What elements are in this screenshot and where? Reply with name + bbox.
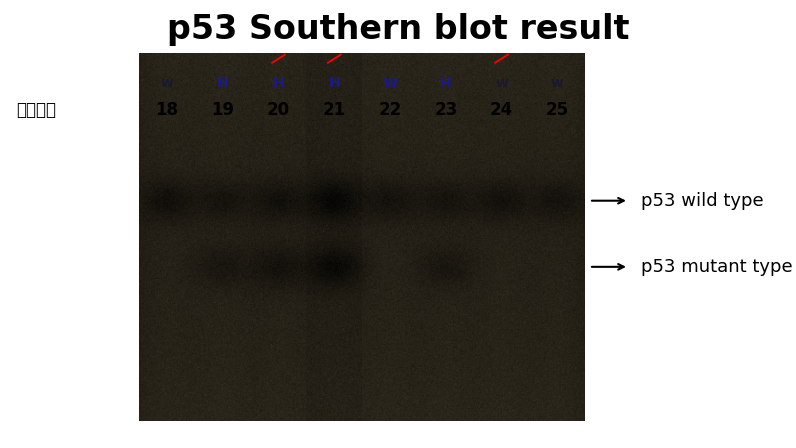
Text: 23: 23 bbox=[434, 101, 458, 119]
Text: w: w bbox=[551, 76, 564, 90]
Text: w: w bbox=[161, 76, 174, 90]
Text: 20: 20 bbox=[267, 101, 291, 119]
Text: H: H bbox=[273, 76, 284, 90]
Text: 22: 22 bbox=[378, 101, 402, 119]
Text: H: H bbox=[217, 76, 228, 90]
Text: 19: 19 bbox=[211, 101, 235, 119]
Text: 클론번호: 클론번호 bbox=[16, 101, 56, 119]
Text: 21: 21 bbox=[322, 101, 346, 119]
Text: H: H bbox=[329, 76, 340, 90]
Text: 24: 24 bbox=[490, 101, 513, 119]
Text: p53 wild type: p53 wild type bbox=[641, 192, 763, 210]
Text: 18: 18 bbox=[156, 101, 178, 119]
Text: p53 Southern blot result: p53 Southern blot result bbox=[166, 13, 630, 47]
Text: H: H bbox=[440, 76, 451, 90]
Text: p53 mutant type: p53 mutant type bbox=[641, 258, 792, 276]
Text: w: w bbox=[495, 76, 508, 90]
Text: 25: 25 bbox=[545, 101, 569, 119]
Text: W: W bbox=[382, 76, 398, 90]
